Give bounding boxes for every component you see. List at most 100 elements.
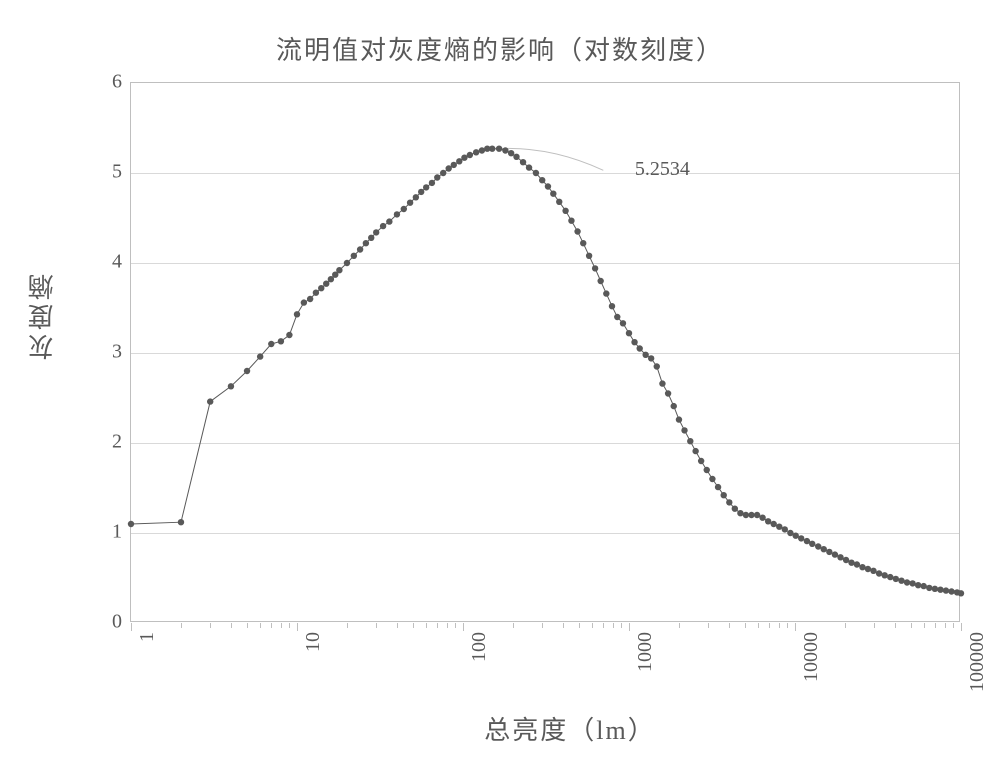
data-point <box>244 368 250 374</box>
data-point <box>461 155 467 161</box>
x-minor-tick <box>745 623 746 628</box>
x-minor-tick <box>613 623 614 628</box>
data-point <box>893 576 899 582</box>
data-point <box>363 240 369 246</box>
data-point <box>286 332 292 338</box>
data-point <box>545 183 551 189</box>
data-point <box>178 519 184 525</box>
data-point <box>380 223 386 229</box>
x-minor-tick <box>542 623 543 628</box>
data-point <box>336 267 342 273</box>
data-point <box>715 484 721 490</box>
data-point <box>489 146 495 152</box>
data-point <box>659 380 665 386</box>
x-tick-label: 1000 <box>634 632 657 672</box>
data-point <box>386 218 392 224</box>
x-minor-tick <box>289 623 290 628</box>
data-point <box>301 299 307 305</box>
data-point <box>793 533 799 539</box>
x-minor-tick <box>779 623 780 628</box>
data-point <box>737 510 743 516</box>
data-point <box>418 189 424 195</box>
data-point <box>837 554 843 560</box>
data-point <box>920 583 926 589</box>
data-point <box>859 564 865 570</box>
data-point <box>748 512 754 518</box>
data-point <box>423 184 429 190</box>
data-point <box>556 199 562 205</box>
data-point <box>323 281 329 287</box>
x-minor-tick <box>231 623 232 628</box>
x-minor-tick <box>260 623 261 628</box>
x-minor-tick <box>579 623 580 628</box>
data-point <box>854 561 860 567</box>
data-point <box>533 170 539 176</box>
data-point <box>434 174 440 180</box>
data-point <box>373 229 379 235</box>
x-tick-label: 10000 <box>800 632 823 682</box>
data-point <box>440 170 446 176</box>
data-point <box>574 228 580 234</box>
y-axis-label: 灰度熵 <box>24 270 61 360</box>
peak-annotation: 5.2534 <box>635 158 690 181</box>
x-minor-tick <box>447 623 448 628</box>
chart-title: 流明值对灰度熵的影响（对数刻度） <box>0 30 1000 67</box>
x-minor-tick <box>603 623 604 628</box>
data-point <box>704 467 710 473</box>
data-point <box>351 253 357 259</box>
data-point <box>451 162 457 168</box>
data-point <box>413 194 419 200</box>
data-point <box>344 260 350 266</box>
x-tick-label: 100 <box>468 632 491 662</box>
data-point <box>228 383 234 389</box>
x-minor-tick <box>787 623 788 628</box>
data-point <box>958 590 964 596</box>
series-svg <box>131 83 961 623</box>
data-point <box>743 512 749 518</box>
y-tick-label: 3 <box>98 341 122 364</box>
data-point <box>798 535 804 541</box>
data-point <box>948 588 954 594</box>
x-tick-label: 100000 <box>966 632 989 692</box>
data-point <box>815 543 821 549</box>
x-major-tick <box>463 623 464 631</box>
x-major-tick <box>297 623 298 631</box>
x-minor-tick <box>729 623 730 628</box>
data-point <box>642 352 648 358</box>
data-point <box>368 235 374 241</box>
data-point <box>394 211 400 217</box>
data-point <box>609 303 615 309</box>
data-point <box>809 541 815 547</box>
data-point <box>550 191 556 197</box>
data-point <box>562 208 568 214</box>
x-minor-tick <box>397 623 398 628</box>
data-point <box>881 572 887 578</box>
data-point <box>580 240 586 246</box>
data-point <box>709 476 715 482</box>
x-minor-tick <box>679 623 680 628</box>
x-minor-tick <box>247 623 248 628</box>
data-point <box>648 355 654 361</box>
x-minor-tick <box>708 623 709 628</box>
x-minor-tick <box>621 623 622 628</box>
data-point <box>821 546 827 552</box>
series-line <box>131 149 961 594</box>
data-point <box>318 285 324 291</box>
x-minor-tick <box>758 623 759 628</box>
x-minor-tick <box>437 623 438 628</box>
x-minor-tick <box>945 623 946 628</box>
plot-area <box>130 82 960 622</box>
data-point <box>692 448 698 454</box>
x-major-tick <box>795 623 796 631</box>
data-point <box>473 149 479 155</box>
data-point <box>776 524 782 530</box>
chart-canvas: 流明值对灰度熵的影响（对数刻度） 灰度熵 总亮度（lm） 5.2534 0123… <box>0 0 1000 765</box>
data-point <box>603 290 609 296</box>
data-point <box>513 154 519 160</box>
data-point <box>915 582 921 588</box>
data-point <box>592 265 598 271</box>
x-minor-tick <box>376 623 377 628</box>
data-point <box>909 580 915 586</box>
data-point <box>614 314 620 320</box>
data-point <box>676 416 682 422</box>
